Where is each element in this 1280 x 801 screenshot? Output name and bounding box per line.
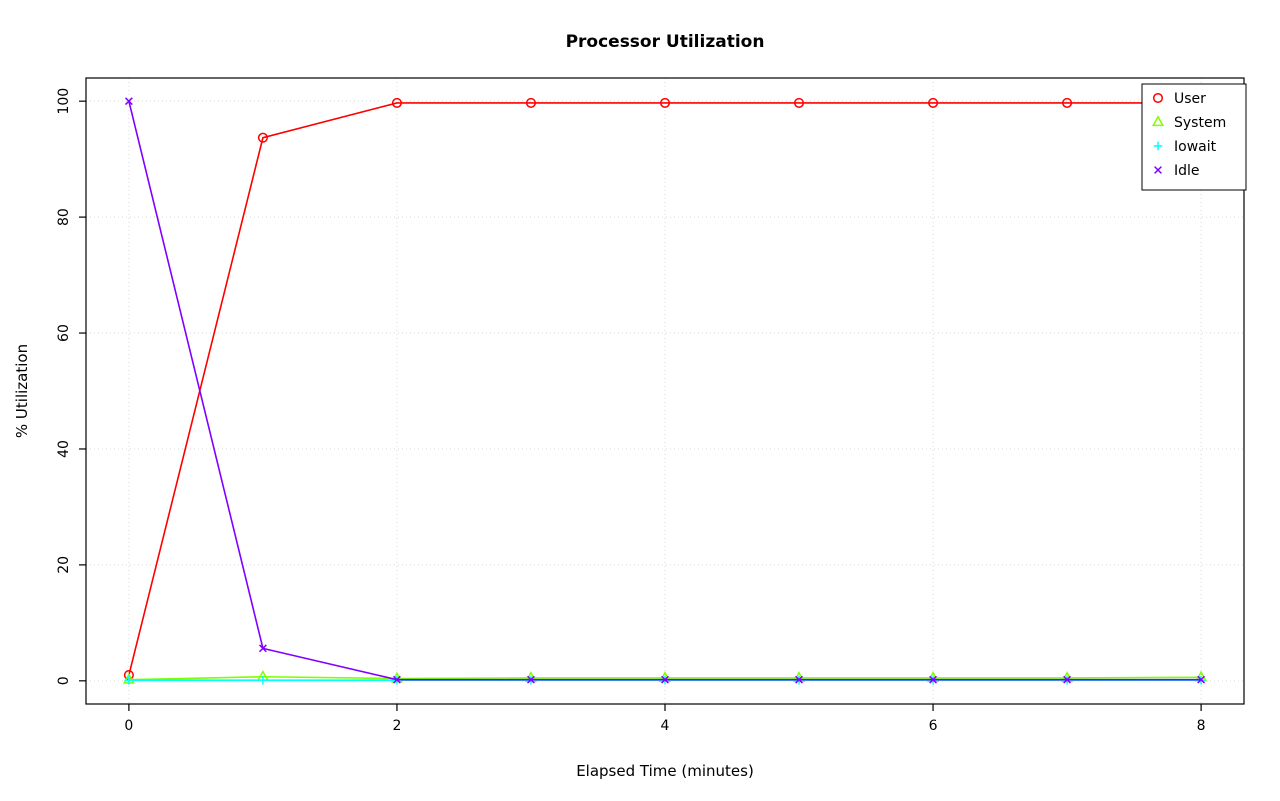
axis-ticks — [79, 100, 1202, 711]
svg-text:60: 60 — [56, 324, 72, 342]
svg-text:100: 100 — [56, 88, 72, 115]
y-axis-label: % Utilization — [13, 343, 31, 439]
svg-text:2: 2 — [392, 718, 401, 734]
legend: User System Iowait Idle — [1141, 83, 1247, 191]
svg-text:6: 6 — [929, 718, 938, 734]
svg-text:0: 0 — [56, 676, 72, 685]
series-idle — [124, 97, 1206, 684]
gridlines — [86, 78, 1244, 704]
legend-label-system: System — [1174, 115, 1226, 131]
legend-label-idle: Idle — [1174, 163, 1200, 179]
svg-text:80: 80 — [56, 208, 72, 226]
svg-text:20: 20 — [56, 556, 72, 574]
legend-label-user: User — [1174, 91, 1206, 107]
svg-text:40: 40 — [56, 440, 72, 458]
svg-text:8: 8 — [1197, 718, 1206, 734]
svg-text:4: 4 — [661, 718, 670, 734]
x-axis-label: Elapsed Time (minutes) — [576, 762, 754, 780]
svg-text:0: 0 — [124, 718, 133, 734]
legend-label-iowait: Iowait — [1174, 139, 1217, 155]
series-user — [123, 97, 1207, 681]
chart-title: Processor Utilization — [565, 32, 765, 52]
